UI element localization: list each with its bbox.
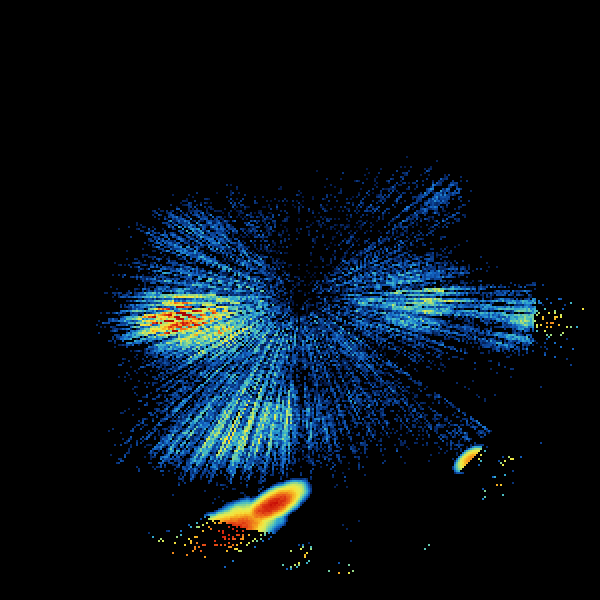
radar-image-panel: Radar Reflectivity PPI Scan dBZ radar si… [0,0,600,600]
radar-reflectivity-canvas [0,0,600,600]
